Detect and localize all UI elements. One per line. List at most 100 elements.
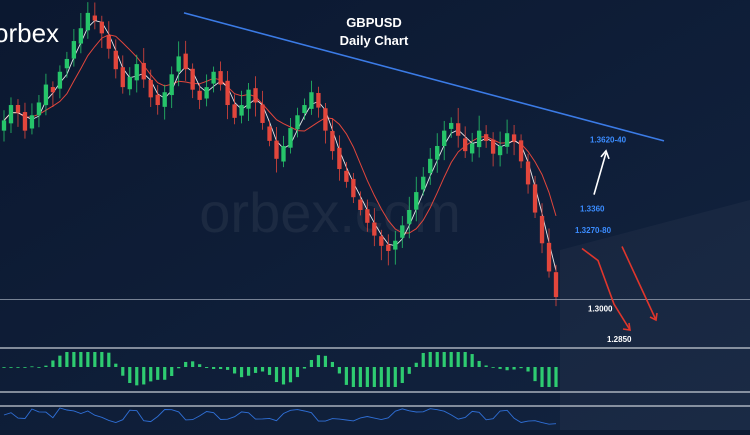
candle <box>204 74 209 107</box>
candle <box>36 94 42 128</box>
macd-bar <box>316 355 321 367</box>
macd-bar <box>58 355 62 367</box>
macd-bar <box>100 352 104 367</box>
candle <box>532 175 538 218</box>
price-level-label: 1.3360 <box>580 204 605 213</box>
macd-bar <box>239 367 244 378</box>
candle <box>428 147 433 185</box>
macd-bar <box>456 352 460 367</box>
macd-bar <box>51 360 55 367</box>
candle <box>29 103 35 135</box>
macd-bar <box>198 364 202 367</box>
candle <box>43 73 49 116</box>
macd-bar <box>163 367 167 380</box>
candle <box>379 229 384 261</box>
candle <box>274 126 279 173</box>
candle <box>246 82 251 122</box>
candle <box>120 55 125 94</box>
macd-bar <box>232 367 237 374</box>
macd-bar <box>79 352 83 367</box>
macd-bar <box>114 363 118 367</box>
macd-bar <box>267 367 272 375</box>
candle <box>539 203 545 254</box>
macd-bar <box>225 367 230 370</box>
candle <box>267 120 272 147</box>
macd-bar <box>372 367 376 387</box>
macd-bar <box>253 367 258 373</box>
macd-bar <box>23 367 27 368</box>
macd-bar <box>407 367 411 374</box>
candle <box>365 199 370 232</box>
macd-bar <box>149 367 153 382</box>
price-level-label: 1.3620-40 <box>590 135 627 144</box>
macd-bar <box>526 367 530 372</box>
macd-bar <box>309 359 314 367</box>
candle <box>239 90 244 124</box>
macd-bar <box>156 367 160 380</box>
macd-bar <box>512 367 516 370</box>
macd-bar <box>463 352 467 367</box>
candle <box>351 172 356 204</box>
candle <box>99 15 104 48</box>
candle <box>15 99 21 127</box>
macd-bar <box>135 367 139 386</box>
projection-arrows <box>581 149 658 331</box>
candle <box>127 67 132 96</box>
candle <box>211 66 216 93</box>
macd-bar <box>212 367 216 369</box>
macd-bar <box>246 367 251 376</box>
macd-bar <box>288 367 293 383</box>
candle <box>358 191 363 216</box>
macd-bar <box>323 355 328 367</box>
macd-bar <box>44 365 48 367</box>
macd-bar <box>484 365 488 367</box>
rsi-line <box>3 407 557 425</box>
moving-average-fast <box>3 20 557 271</box>
macd-bar <box>442 352 446 367</box>
macd-bar <box>205 367 209 368</box>
candle <box>253 76 258 117</box>
candle <box>148 69 153 107</box>
candle <box>476 115 482 158</box>
candle <box>407 196 412 239</box>
candle <box>393 230 398 265</box>
candle <box>281 135 286 168</box>
candle <box>400 215 405 248</box>
macd-bar <box>2 367 6 368</box>
price-level-labels: 1.3620-40 1.3360 1.3270-80 1.3000 1.2850 <box>575 135 632 344</box>
macd-bar <box>16 367 20 368</box>
macd-bar <box>281 367 286 385</box>
macd-bar <box>37 367 41 368</box>
candle <box>22 102 28 139</box>
macd-bar <box>400 367 404 384</box>
candle <box>483 125 489 148</box>
candle <box>497 131 503 167</box>
candle <box>330 118 335 160</box>
candle <box>183 40 188 81</box>
macd-bar <box>72 352 76 367</box>
candle <box>225 71 230 120</box>
candle <box>78 13 84 54</box>
chart-subtitle: Daily Chart <box>340 33 409 48</box>
macd-bar <box>344 367 348 385</box>
macd-bar <box>519 367 523 369</box>
down-arrow-path-2 <box>621 246 658 322</box>
brand-logo: orbex <box>0 18 59 48</box>
downtrend-line <box>183 12 665 142</box>
candle <box>190 63 195 99</box>
candle <box>169 66 174 109</box>
candle <box>176 41 181 87</box>
candle <box>113 39 118 79</box>
macd-bar <box>295 367 300 378</box>
macd-bar <box>393 367 397 387</box>
candle <box>8 97 14 134</box>
macd-bar <box>470 354 474 367</box>
macd-bar <box>435 352 439 367</box>
candle <box>525 153 531 194</box>
candle <box>518 134 524 169</box>
chart-title: GBPUSD <box>346 15 402 30</box>
candle <box>85 2 91 39</box>
price-level-label: 1.2850 <box>607 335 632 344</box>
candle <box>218 61 223 91</box>
